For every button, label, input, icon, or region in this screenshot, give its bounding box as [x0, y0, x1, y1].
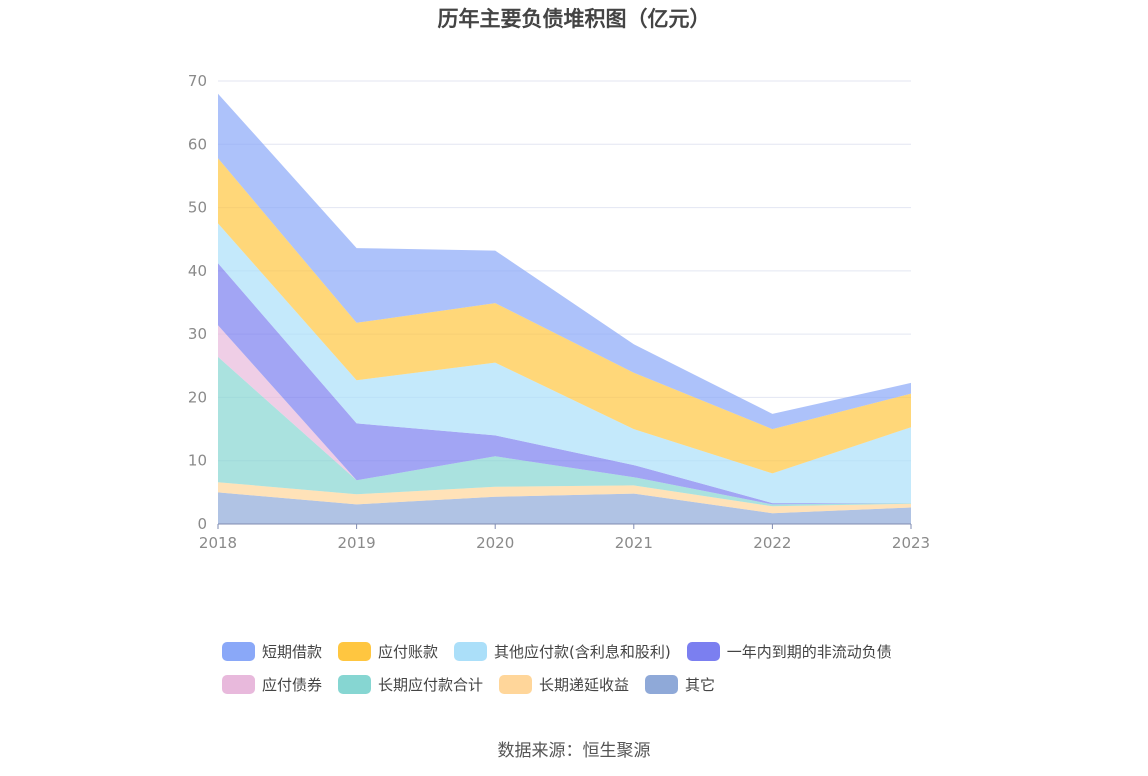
y-tick-label: 70 — [188, 72, 207, 90]
area-短期借款 — [218, 93, 911, 430]
legend-swatch — [222, 641, 255, 661]
y-tick-label: 30 — [188, 325, 207, 343]
legend-item[interactable]: 其它 — [645, 674, 715, 695]
area-一年内到期的非流动负债 — [218, 263, 911, 505]
x-tick-label: 2021 — [615, 534, 653, 552]
legend-item[interactable]: 其他应付款(含利息和股利) — [454, 641, 671, 662]
y-tick-label: 60 — [188, 135, 207, 153]
legend-label: 长期递延收益 — [539, 675, 630, 694]
y-tick-label: 20 — [188, 388, 207, 406]
legend-item[interactable]: 应付账款 — [338, 641, 438, 662]
axes: 0 10 20 30 40 50 60 70 2018 2019 2020 2021 2022 2023 — [188, 72, 930, 552]
legend-row-2: 应付债券 长期应付款合计 长期递延收益 其它 — [222, 671, 982, 697]
x-tick-label: 2019 — [338, 534, 376, 552]
area-series — [218, 93, 911, 524]
area-长期递延收益 — [218, 482, 911, 514]
legend: 短期借款 应付账款 其他应付款(含利息和股利) 一年内到期的非流动负债 应付债券 长期应… — [222, 638, 982, 704]
area-其他应付款(含利息和股利) — [218, 223, 911, 504]
x-tick-label: 2022 — [753, 534, 791, 552]
legend-label: 一年内到期的非流动负债 — [726, 642, 892, 661]
legend-swatch — [499, 674, 533, 694]
legend-label: 短期借款 — [262, 642, 323, 661]
legend-swatch — [338, 674, 372, 694]
legend-swatch — [686, 641, 720, 661]
legend-item[interactable]: 应付债券 — [222, 674, 322, 695]
y-tick-label: 50 — [188, 199, 207, 217]
legend-item[interactable]: 长期应付款合计 — [338, 674, 483, 695]
legend-label: 其他应付款(含利息和股利) — [494, 642, 671, 661]
y-tick-label: 10 — [188, 452, 207, 470]
legend-swatch — [645, 674, 679, 694]
legend-label: 应付账款 — [378, 642, 439, 661]
y-tick-label: 40 — [188, 262, 207, 280]
source-note: 数据来源：恒生聚源 — [497, 741, 651, 761]
legend-swatch — [338, 641, 372, 661]
legend-item[interactable]: 短期借款 — [222, 641, 322, 662]
chart-title: 历年主要负债堆积图（亿元） — [437, 7, 711, 31]
legend-item[interactable]: 长期递延收益 — [499, 674, 629, 695]
y-tick-label: 0 — [197, 515, 207, 533]
legend-swatch — [222, 674, 255, 694]
area-其它 — [218, 492, 911, 524]
legend-label: 应付债券 — [262, 675, 323, 694]
x-tick-label: 2020 — [476, 534, 514, 552]
x-tick-label: 2018 — [199, 534, 237, 552]
x-tick-label: 2023 — [892, 534, 930, 552]
legend-row-1: 短期借款 应付账款 其他应付款(含利息和股利) 一年内到期的非流动负债 — [222, 638, 982, 664]
area-应付账款 — [218, 158, 911, 474]
legend-item[interactable]: 一年内到期的非流动负债 — [686, 641, 892, 662]
legend-label: 长期应付款合计 — [378, 675, 484, 694]
legend-swatch — [454, 641, 488, 661]
stacked-area-chart: 0 10 20 30 40 50 60 70 2018 2019 2020 2021 2022 2023 — [188, 72, 930, 552]
legend-label: 其它 — [685, 675, 716, 694]
area-长期应付款合计 — [218, 356, 911, 507]
